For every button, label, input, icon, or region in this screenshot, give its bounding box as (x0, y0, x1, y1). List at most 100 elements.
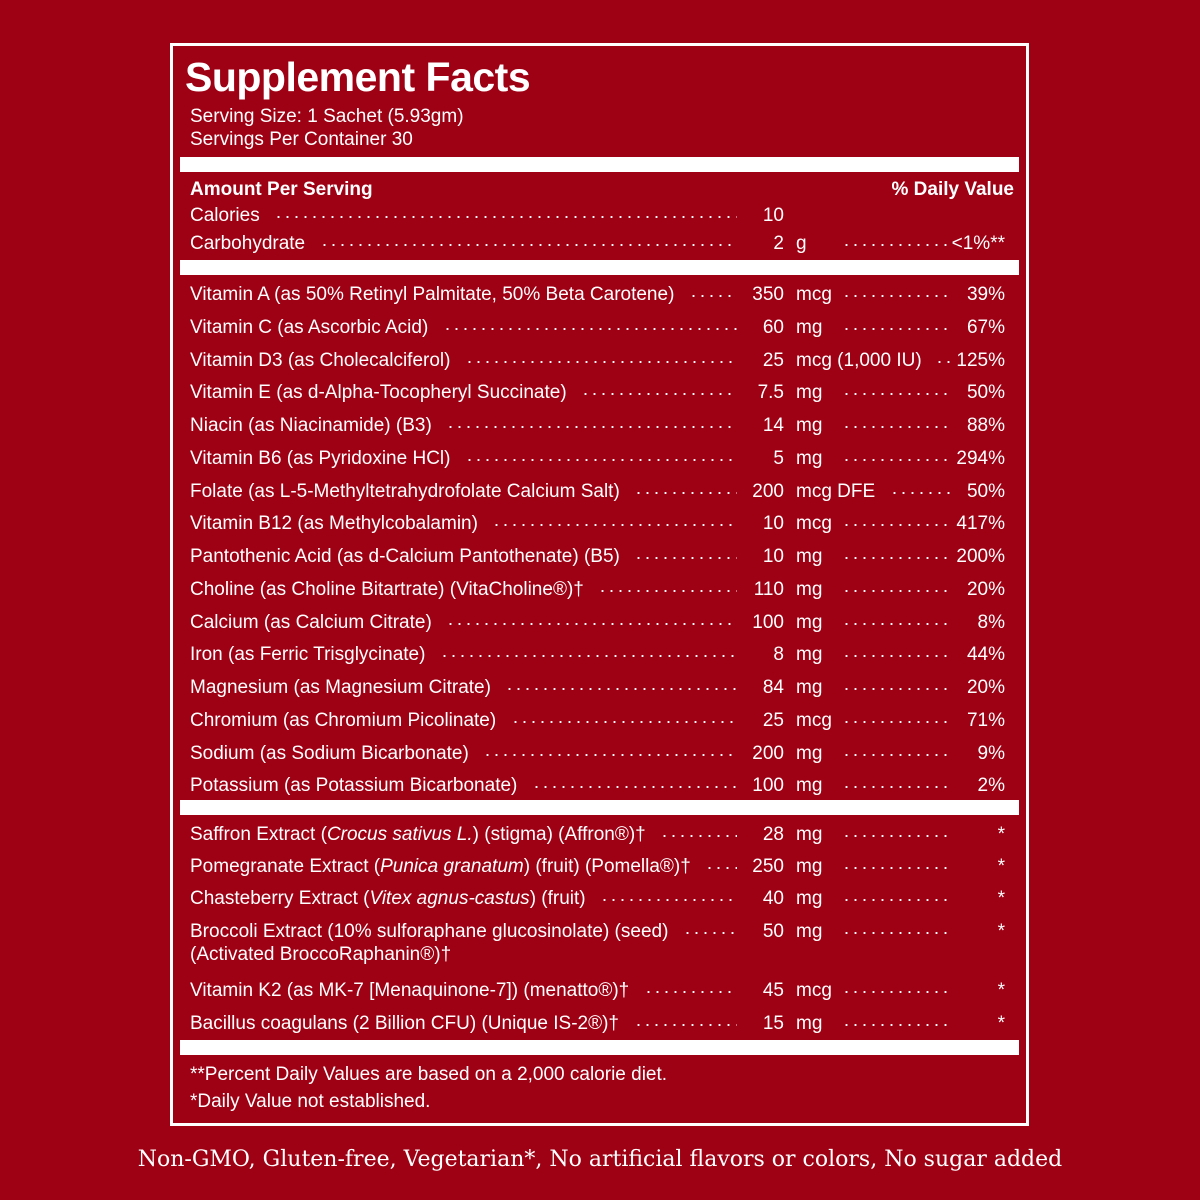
daily-value: 50% (966, 382, 1005, 404)
nutrient-amount: 25 (762, 349, 784, 371)
nutrient-label: Magnesium (as Magnesium Citrate) (190, 677, 491, 698)
leader-dots (842, 589, 950, 592)
label-text: ) (fruit) (529, 888, 586, 909)
nutrient-label: Vitamin E (as d-Alpha-Tocopheryl Succina… (190, 382, 567, 404)
nutrient-amount: 7.5 (757, 382, 784, 404)
leader-dots (842, 786, 950, 789)
daily-value: 2% (977, 775, 1005, 797)
daily-value: * (997, 888, 1005, 909)
nutrient-amount: 15 (762, 1013, 784, 1034)
nutrient-label: Vitamin D3 (as Cholecalciferol) (190, 349, 451, 371)
nutrient-unit: mcg DFE (796, 480, 876, 502)
thick-divider (180, 1040, 1019, 1055)
nutrient-unit: mg (796, 611, 823, 633)
daily-value: * (997, 824, 1005, 845)
supplement-facts-panel (170, 43, 1029, 1126)
nutrient-label: Bacillus coagulans (2 Billion CFU) (Uniq… (190, 1012, 619, 1035)
nutrient-amount: 2 (773, 233, 784, 254)
nutrient-amount: 200 (752, 742, 784, 764)
nutrient-label: Potassium (as Potassium Bicarbonate) (190, 775, 518, 797)
daily-value: 44% (966, 644, 1005, 666)
nutrient-unit: mg (796, 578, 823, 600)
daily-value: 71% (966, 709, 1005, 731)
nutrient-label: Saffron Extract (Crocus sativus L.) (sti… (190, 823, 646, 846)
nutrient-amount: 5 (773, 447, 784, 469)
leader-dots (660, 835, 737, 837)
daily-value: 20% (966, 677, 1005, 698)
leader-dots (842, 753, 950, 756)
nutrient-label: Pantothenic Acid (as d-Calcium Pantothen… (190, 546, 620, 567)
nutrient-amount: 100 (752, 775, 784, 797)
leader-dots (683, 932, 737, 934)
nutrient-label: Chromium (as Chromium Picolinate) (190, 709, 497, 731)
label-text: Saffron Extract ( (190, 824, 327, 845)
nutrient-unit: mg (796, 447, 823, 469)
leader-dots (842, 688, 950, 690)
leader-dots (842, 835, 950, 837)
daily-value: 9% (977, 742, 1005, 764)
nutrient-unit: mg (796, 677, 823, 698)
panel-title: Supplement Facts (185, 54, 531, 100)
nutrient-label: Vitamin K2 (as MK-7 [Menaquinone-7]) (me… (190, 979, 629, 1002)
daily-value: 200% (956, 546, 1005, 567)
label-scientific-name: Vitex agnus-castus (369, 888, 530, 909)
leader-dots (842, 622, 950, 625)
nutrient-amount: 10 (762, 546, 784, 567)
leader-dots (890, 491, 950, 494)
nutrient-label: Broccoli Extract (10% sulforaphane gluco… (190, 920, 668, 943)
nutrient-amount: 200 (752, 480, 784, 502)
leader-dots (600, 899, 737, 901)
nutrient-unit: mcg (796, 980, 832, 1001)
nutrient-amount: 8 (773, 644, 784, 666)
nutrient-label: Sodium (as Sodium Bicarbonate) (190, 742, 469, 764)
nutrient-unit: mcg (796, 513, 832, 535)
nutrient-label: Vitamin B12 (as Methylcobalamin) (190, 513, 478, 535)
nutrient-amount: 14 (762, 415, 784, 436)
nutrient-amount: 40 (762, 888, 784, 909)
nutrient-label: Folate (as L-5-Methyltetrahydrofolate Ca… (190, 480, 620, 502)
thick-divider (180, 260, 1019, 275)
nutrient-label: Pomegranate Extract (Punica granatum) (f… (190, 855, 691, 878)
label-text: Vitamin K2 (as MK-7 [Menaquinone-7]) (me… (190, 980, 630, 1001)
nutrient-unit: mg (796, 824, 823, 845)
nutrient-label: Iron (as Ferric Trisglycinate) (190, 644, 426, 666)
daily-value-header: % Daily Value (891, 179, 1014, 200)
label-scientific-name: Crocus sativus L. (326, 824, 473, 845)
thick-divider (180, 800, 1019, 815)
nutrient-label: Calories (190, 205, 260, 226)
nutrient-amount: 10 (762, 205, 784, 226)
nutrient-amount: 250 (752, 856, 784, 877)
leader-dots (634, 491, 737, 494)
daily-value: * (997, 1013, 1005, 1034)
leader-dots (598, 589, 737, 592)
leader-dots (440, 655, 737, 658)
amount-per-serving-header: Amount Per Serving (190, 179, 373, 200)
nutrient-label: Choline (as Choline Bitartrate) (VitaCho… (190, 578, 584, 600)
leader-dots (465, 458, 737, 461)
leader-dots (842, 932, 950, 934)
nutrient-label: Calcium (as Calcium Citrate) (190, 611, 432, 633)
daily-value: 39% (966, 284, 1005, 305)
nutrient-amount: 60 (762, 316, 784, 338)
servings-per-container: Servings Per Container 30 (190, 129, 413, 150)
nutrient-unit: mg (796, 644, 823, 666)
nutrient-unit: g (796, 233, 807, 254)
leader-dots (842, 720, 950, 723)
leader-dots (581, 393, 737, 396)
nutrient-unit: mg (796, 1013, 823, 1034)
leader-dots (842, 655, 950, 658)
leader-dots (842, 557, 950, 559)
nutrient-amount: 25 (762, 709, 784, 731)
nutrient-unit: mg (796, 921, 823, 942)
daily-value: 294% (956, 447, 1005, 469)
nutrient-amount: 350 (752, 284, 784, 305)
nutrient-unit: mcg (1,000 IU) (796, 349, 922, 371)
daily-value: 125% (956, 349, 1005, 371)
nutrient-label: Carbohydrate (190, 233, 306, 254)
leader-dots (842, 393, 950, 396)
leader-dots (532, 786, 737, 789)
leader-dots (842, 458, 950, 461)
nutrient-unit: mg (796, 382, 823, 404)
leader-dots (483, 753, 737, 756)
daily-value: * (997, 856, 1005, 877)
